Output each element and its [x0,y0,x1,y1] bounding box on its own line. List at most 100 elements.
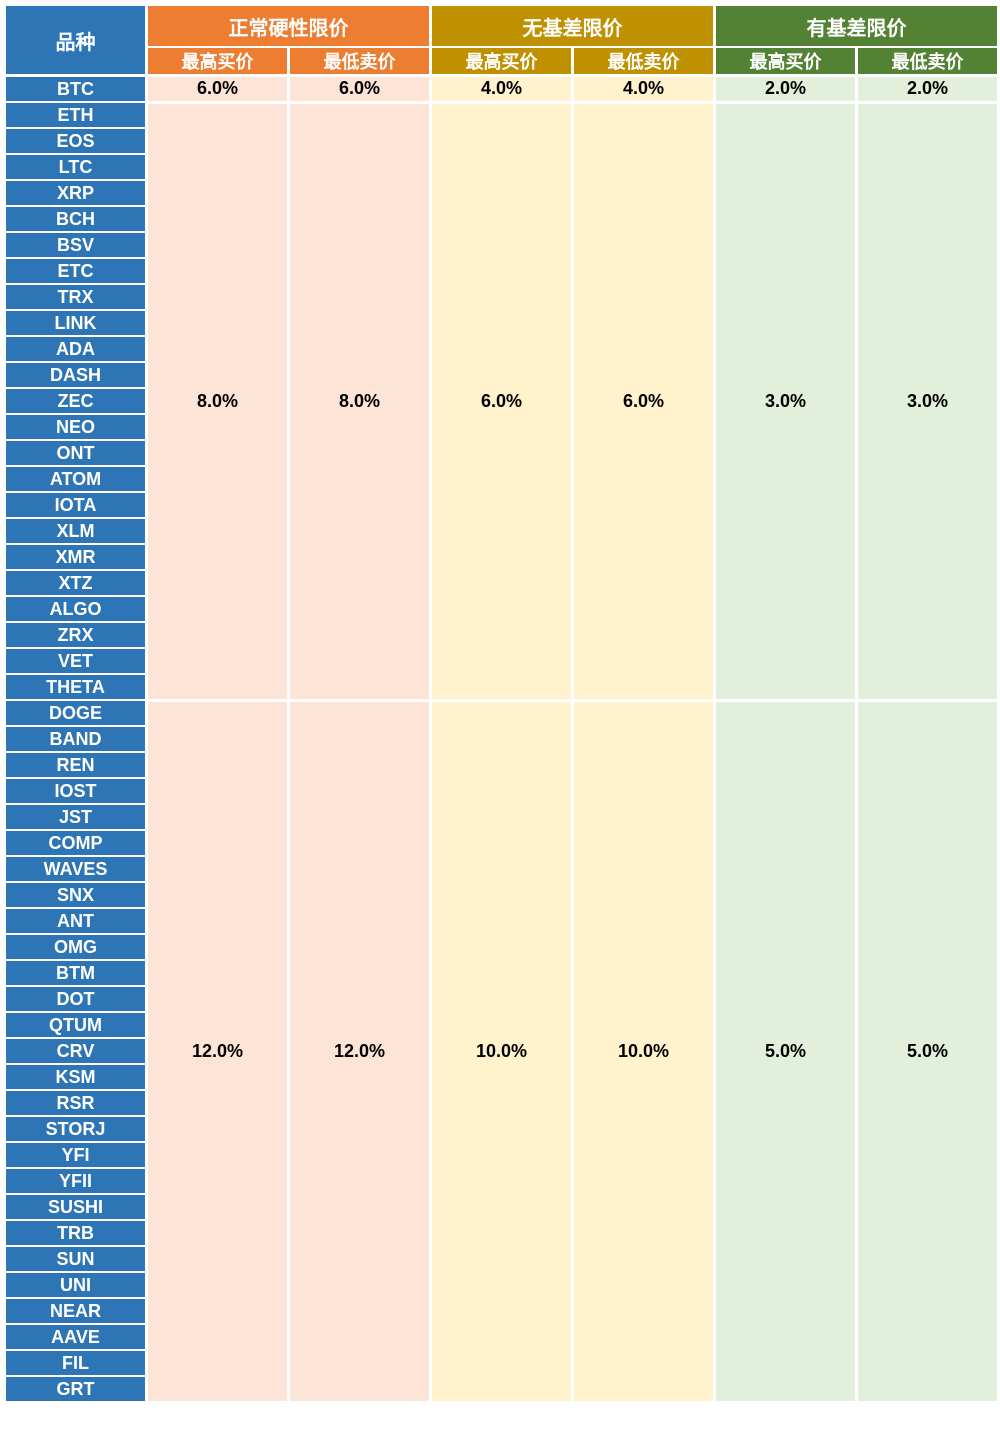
table-row: WAVES [3,855,999,883]
table-row: XLM [3,517,999,545]
group-header-cell: 有基差限价 [713,3,1000,48]
table-row: JST [3,803,999,831]
coin-cell: FIL [3,1349,148,1377]
coin-cell: REN [3,751,148,779]
table-row: BTC 6.0% 6.0% 4.0% 4.0% 2.0% 2.0% [3,74,1000,104]
coin-cell: GRT [3,1375,148,1403]
table-row: CRV [3,1037,999,1065]
table-row: BAND [3,725,999,753]
coin-cell: ONT [3,439,148,467]
coin-cell: ADA [3,335,148,363]
value-cell: 6.0% [429,100,574,702]
coin-cell: XTZ [3,569,148,597]
subheader-cell: 最低卖价 [287,46,432,77]
table-row: ATOM [3,465,999,493]
table-row: ADA [3,335,999,363]
table-row: ZRX [3,621,999,649]
coin-cell: ETH [3,101,148,129]
coin-cell: SNX [3,881,148,909]
coin-cell: BTM [3,959,148,987]
coin-cell: IOST [3,777,148,805]
value-cell: 6.0% [571,100,716,702]
group-header-cell: 正常硬性限价 [145,3,432,48]
table-row: XMR [3,543,999,571]
table-row: ETC [3,257,999,285]
group-header-cell: 无基差限价 [429,3,716,48]
table-row: DOT [3,985,999,1013]
table-row: ZEC [3,387,999,415]
coin-cell: DOT [3,985,148,1013]
table-row: EOS [3,127,999,155]
corner-header-cell: 品种 [3,3,148,77]
coin-cell: XLM [3,517,148,545]
table-row: AAVE [3,1323,999,1351]
coin-cell: UNI [3,1271,148,1299]
table-row: ANT [3,907,999,935]
subheader-cell: 最高买价 [145,46,290,77]
coin-cell: WAVES [3,855,148,883]
header-row-groups: 品种 正常硬性限价 无基差限价 有基差限价 [3,3,1000,77]
table-row: NEAR [3,1297,999,1325]
table-row: RSR [3,1089,999,1117]
table-row: BTM [3,959,999,987]
coin-cell: ETC [3,257,148,285]
coin-cell: ZRX [3,621,148,649]
table-row: LINK [3,309,999,337]
table-row: ALGO [3,595,999,623]
value-cell: 2.0% [713,74,858,104]
coin-cell: BSV [3,231,148,259]
coin-cell: QTUM [3,1011,148,1039]
table-row: DOGE 12.0% 12.0% 10.0% 10.0% 5.0% 5.0% [3,698,1000,1404]
table-row: STORJ [3,1115,999,1143]
value-cell: 10.0% [571,698,716,1404]
value-cell: 4.0% [429,74,574,104]
coin-cell: BCH [3,205,148,233]
table-row: KSM [3,1063,999,1091]
coin-cell: YFI [3,1141,148,1169]
table-row: ONT [3,439,999,467]
coin-cell: COMP [3,829,148,857]
value-cell: 8.0% [145,100,290,702]
subheader-cell: 最低卖价 [571,46,716,77]
coin-cell: NEO [3,413,148,441]
coin-cell: XRP [3,179,148,207]
table-row: OMG [3,933,999,961]
table-row: LTC [3,153,999,181]
coin-cell: LINK [3,309,148,337]
coin-cell: RSR [3,1089,148,1117]
table-row: COMP [3,829,999,857]
price-limit-table: 品种 正常硬性限价 无基差限价 有基差限价 最高买价 最低卖价 最高买价 最低卖价 最高买价 最低… [3,3,1000,1404]
table-row: SUN [3,1245,999,1273]
coin-cell: ANT [3,907,148,935]
coin-cell: SUSHI [3,1193,148,1221]
table-row: VET [3,647,999,675]
coin-cell: TRB [3,1219,148,1247]
coin-cell: NEAR [3,1297,148,1325]
table-row: BSV [3,231,999,259]
table-row: NEO [3,413,999,441]
table-row: SNX [3,881,999,909]
coin-cell: TRX [3,283,148,311]
coin-cell: AAVE [3,1323,148,1351]
value-cell: 3.0% [855,100,1000,702]
subheader-cell: 最高买价 [429,46,574,77]
coin-cell: ALGO [3,595,148,623]
coin-cell: XMR [3,543,148,571]
table-row: TRB [3,1219,999,1247]
table-row: THETA [3,673,999,701]
coin-cell: ZEC [3,387,148,415]
table-row: XTZ [3,569,999,597]
coin-cell: YFII [3,1167,148,1195]
table-body: BTC 6.0% 6.0% 4.0% 4.0% 2.0% 2.0% ETH 8.0% 8.0% 6.… [3,74,1000,1404]
coin-cell: KSM [3,1063,148,1091]
table-row: FIL [3,1349,999,1377]
table-row: IOST [3,777,999,805]
table-row: GRT [3,1375,999,1403]
value-cell: 8.0% [287,100,432,702]
coin-cell: DOGE [3,699,148,727]
value-cell: 5.0% [855,698,1000,1404]
value-cell: 6.0% [145,74,290,104]
table-row: YFII [3,1167,999,1195]
coin-cell: THETA [3,673,148,701]
coin-cell: LTC [3,153,148,181]
